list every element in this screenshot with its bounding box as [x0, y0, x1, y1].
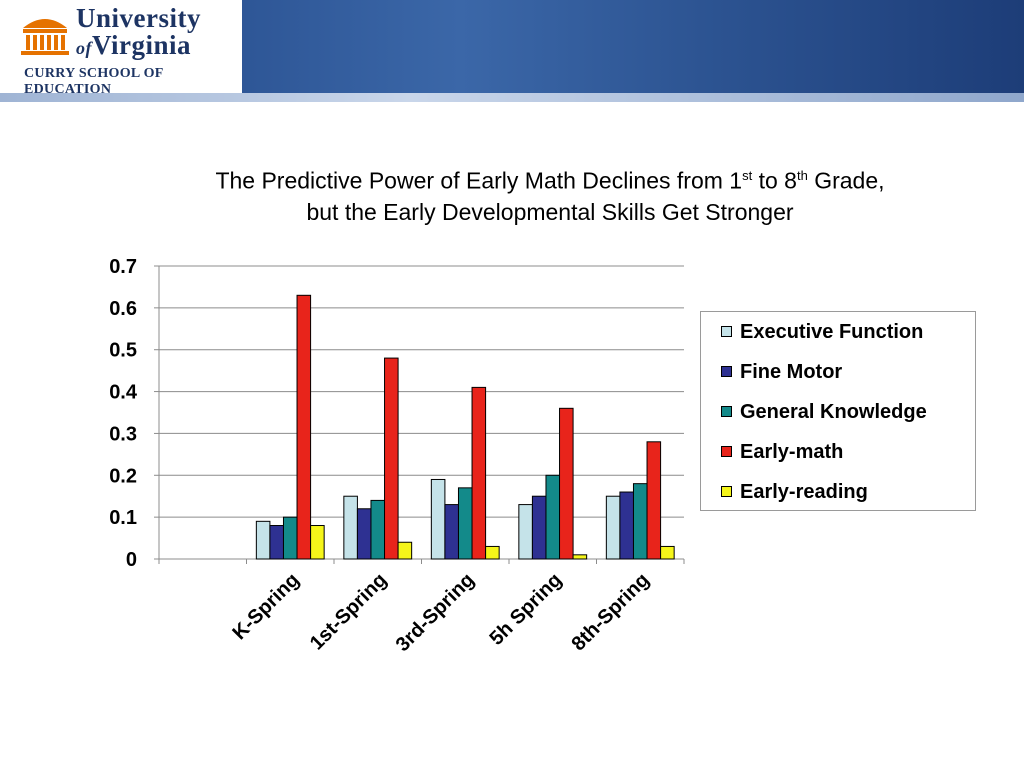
legend-label: Fine Motor	[740, 361, 843, 383]
y-tick-label: 0.4	[109, 382, 138, 404]
university-name-line2: Virginia	[92, 30, 192, 60]
y-tick-label: 0	[126, 549, 137, 571]
bar	[545, 474, 561, 560]
legend-label: Executive Function	[740, 321, 924, 343]
x-tick-label: K-Spring	[229, 569, 304, 644]
legend-label: Early-math	[740, 441, 844, 463]
bar	[485, 545, 500, 560]
bar	[572, 554, 588, 560]
bar	[605, 495, 621, 560]
bar	[430, 478, 446, 560]
bar	[282, 516, 298, 560]
bar	[457, 487, 473, 560]
legend-swatch	[721, 366, 732, 377]
bar	[310, 525, 325, 560]
bar	[559, 407, 574, 560]
chart-title-line1: The Predictive Power of Early Math Decli…	[215, 167, 885, 194]
legend-label: General Knowledge	[740, 401, 927, 423]
y-tick-label: 0.7	[109, 256, 137, 278]
bar	[646, 441, 662, 560]
y-tick-label: 0.6	[109, 298, 137, 320]
bar	[370, 499, 386, 560]
chart-title-line2: but the Early Developmental Skills Get S…	[306, 198, 794, 225]
bar	[343, 495, 358, 560]
y-tick-label: 0.3	[109, 423, 137, 445]
bar	[518, 504, 533, 560]
university-name-of: of	[76, 38, 92, 58]
legend-swatch	[721, 446, 732, 457]
chart-legend: Executive Function Fine Motor General Know…	[700, 311, 976, 511]
chart-title: The Predictive Power of Early Math Decli…	[160, 160, 940, 228]
x-tick-label: 8th-Spring	[568, 569, 654, 655]
bar	[384, 357, 399, 560]
bar	[296, 294, 312, 560]
university-name-line1: University	[76, 3, 201, 33]
legend-swatch	[721, 406, 732, 417]
legend-swatch	[721, 486, 732, 497]
university-name: University ofVirginia	[76, 4, 242, 61]
legend-label: Early-reading	[740, 481, 868, 503]
bar	[660, 545, 675, 560]
bar	[632, 483, 648, 560]
legend-swatch	[721, 326, 732, 337]
rotunda-icon	[21, 19, 69, 55]
header-stripe	[0, 93, 1024, 102]
y-tick-label: 0.1	[109, 507, 137, 529]
x-tick-label: 5h Spring	[486, 569, 567, 650]
bar	[471, 386, 487, 560]
x-tick-label: 1st-Spring	[306, 569, 391, 654]
bar	[444, 504, 459, 560]
y-tick-label: 0.2	[109, 465, 137, 487]
x-tick-label: 3rd-Spring	[392, 569, 479, 656]
bar	[397, 541, 413, 560]
y-tick-label: 0.5	[109, 340, 137, 362]
bar	[269, 525, 284, 560]
bar	[255, 520, 271, 560]
bar	[531, 495, 547, 560]
bar	[619, 491, 634, 560]
school-name: Curry School of Education	[24, 66, 164, 97]
bar	[356, 508, 372, 560]
university-logo: University ofVirginia Curry School of Ed…	[0, 0, 242, 97]
